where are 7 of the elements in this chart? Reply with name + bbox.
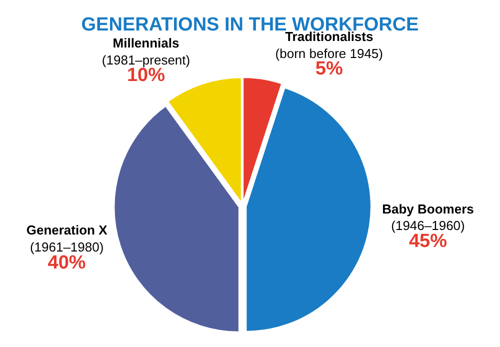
data-label: 45%	[408, 231, 448, 252]
data-label: 10%	[126, 65, 166, 86]
slice-label: Millennials (1981–present)	[102, 35, 190, 68]
slice-label: Generation X (1961–1980)	[26, 222, 108, 255]
data-label: 40%	[48, 252, 86, 274]
data-label: 5%	[315, 58, 343, 80]
slice-label: Baby Boomers (1946–1960)	[382, 201, 474, 234]
